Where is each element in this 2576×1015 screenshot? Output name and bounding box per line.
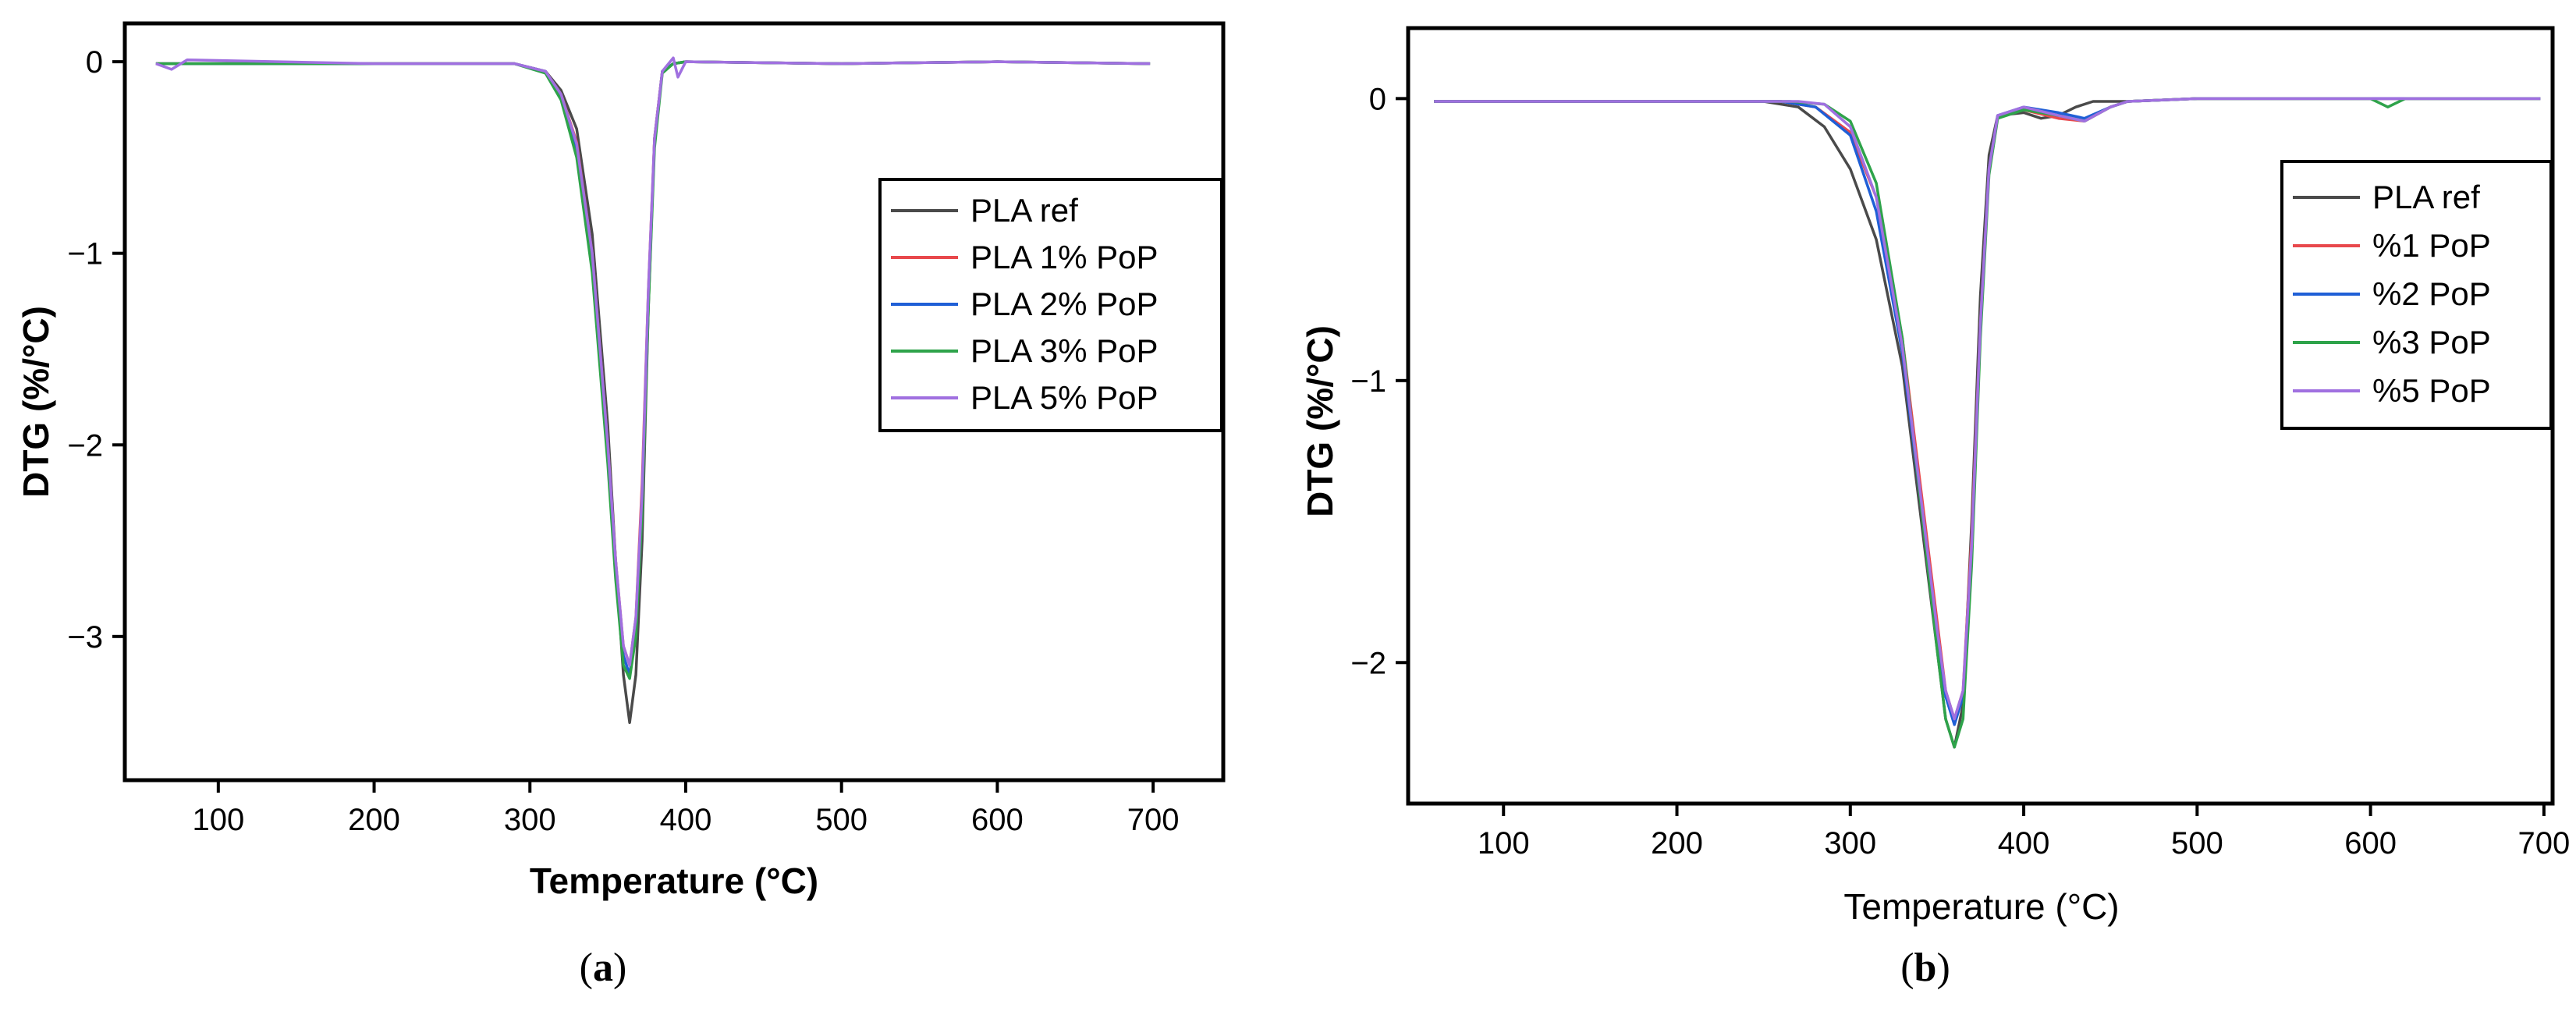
series-line xyxy=(155,60,1151,680)
series-line xyxy=(1434,97,2541,721)
legend-label: PLA 3% PoP xyxy=(970,332,1158,369)
y-tick-label: −2 xyxy=(67,428,103,463)
panel-label-a: (a) xyxy=(580,946,627,990)
tick-labels: 100 200 300 400 500 600 700 0 −1 −2 xyxy=(1350,82,2570,861)
x-tick-label: 500 xyxy=(815,803,868,837)
x-tick-label: 600 xyxy=(971,803,1024,837)
legend-label: PLA 5% PoP xyxy=(970,379,1158,416)
x-tick-label: 700 xyxy=(1127,803,1180,837)
y-axis-label: DTG (%/°C) xyxy=(16,306,56,498)
legend-label: PLA ref xyxy=(2372,179,2480,215)
legend: PLA ref PLA 1% PoP PLA 2% PoP PLA 3% PoP PLA… xyxy=(878,178,1223,432)
series-line xyxy=(155,56,1151,667)
panel-label-b: (b) xyxy=(1900,946,1950,990)
x-tick-label: 200 xyxy=(1651,826,1703,861)
x-tick-label: 700 xyxy=(2518,826,2571,861)
panel-b-chart: 100 200 300 400 500 600 700 0 −1 −2 PLA ref %1 PoP… xyxy=(1300,26,2570,990)
legend-label: PLA 1% PoP xyxy=(970,239,1158,275)
x-axis-label: Temperature (°C) xyxy=(1843,886,2119,927)
y-tick-label: 0 xyxy=(1369,82,1386,116)
legend-label: %2 PoP xyxy=(2372,275,2491,312)
x-axis-label: Temperature (°C) xyxy=(530,861,818,901)
x-tick-label: 500 xyxy=(2171,826,2223,861)
tick-labels: 100 200 300 400 500 600 700 0 −1 −2 −3 xyxy=(67,45,1179,837)
series-lines xyxy=(1434,97,2541,749)
y-tick-label: −2 xyxy=(1350,646,1386,680)
legend: PLA ref %1 PoP %2 PoP %3 PoP %5 PoP xyxy=(2280,160,2553,430)
tick-marks xyxy=(112,60,1155,793)
y-tick-label: −1 xyxy=(1350,364,1386,399)
legend-label: %5 PoP xyxy=(2372,372,2491,409)
y-tick-label: 0 xyxy=(86,45,103,80)
x-tick-label: 100 xyxy=(192,803,244,837)
legend-label: %1 PoP xyxy=(2372,227,2491,264)
x-tick-label: 400 xyxy=(660,803,712,837)
legend-label: PLA 2% PoP xyxy=(970,286,1158,322)
y-tick-label: −1 xyxy=(67,237,103,271)
x-tick-label: 200 xyxy=(348,803,400,837)
x-tick-label: 100 xyxy=(1478,826,1530,861)
legend-label: PLA ref xyxy=(970,192,1078,229)
series-lines xyxy=(155,56,1151,725)
legend-label: %3 PoP xyxy=(2372,324,2491,360)
tick-marks xyxy=(1396,97,2546,816)
x-tick-label: 300 xyxy=(1824,826,1876,861)
x-tick-label: 300 xyxy=(504,803,556,837)
y-axis-label: DTG (%/°C) xyxy=(1300,325,1340,517)
y-tick-label: −3 xyxy=(67,620,103,655)
x-tick-label: 400 xyxy=(1998,826,2050,861)
x-tick-label: 600 xyxy=(2344,826,2397,861)
